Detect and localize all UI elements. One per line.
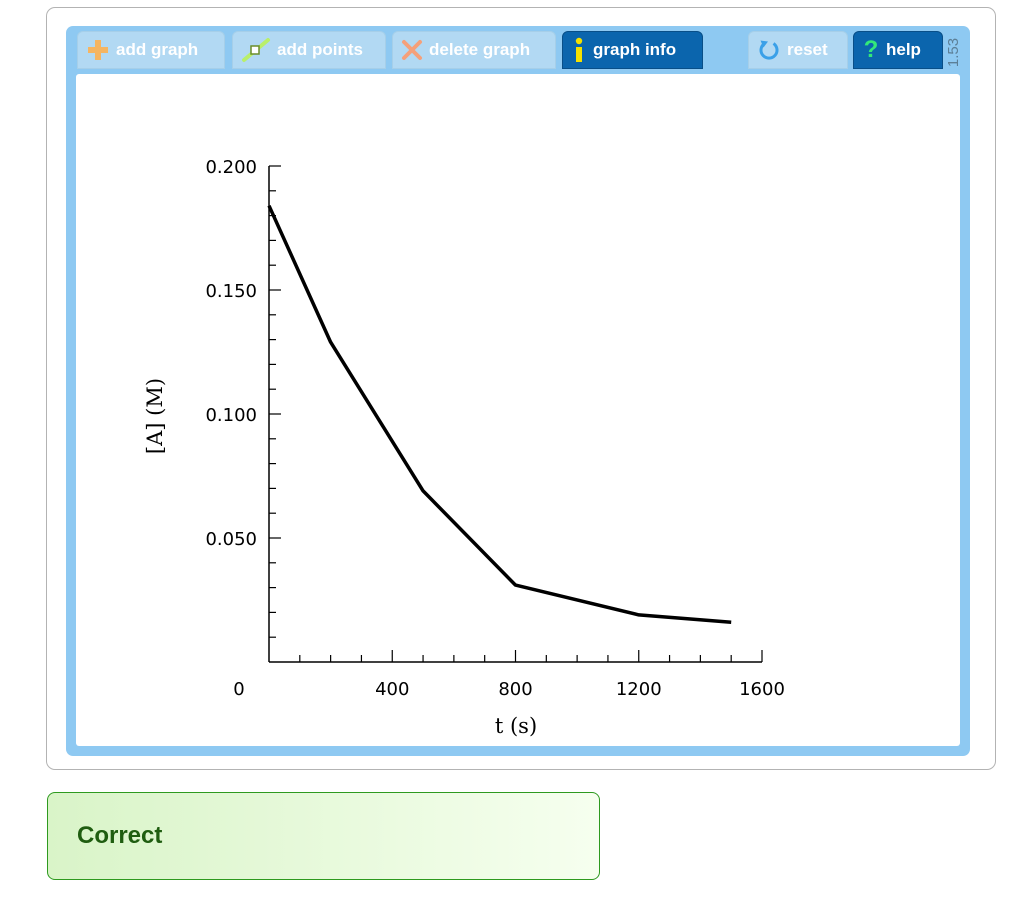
feedback-text: Correct (77, 822, 163, 849)
graph-canvas[interactable]: 0 400 800 1200 1600 0.200 0.150 0.100 0.050 t (s)… (76, 74, 960, 746)
info-icon (571, 36, 587, 64)
add-points-icon (241, 37, 271, 63)
data-line (267, 204, 732, 625)
x-icon (401, 39, 423, 61)
delete-graph-button[interactable]: delete graph (392, 31, 556, 69)
graph-info-button[interactable]: graph info (562, 31, 703, 69)
feedback-box: Correct (47, 792, 600, 880)
question-icon: ? (863, 36, 879, 63)
x-tick-label: 1200 (616, 679, 662, 700)
y-tick-label: 0.050 (205, 529, 257, 550)
x-tick-label: 1600 (739, 679, 785, 700)
x-tick-label: 800 (498, 679, 532, 700)
toolbar: add graph add points delete graph (66, 26, 970, 74)
version-label: 1.53 (945, 37, 963, 67)
reset-button[interactable]: reset (748, 31, 848, 69)
y-tick-label: 0.100 (205, 405, 257, 426)
add-points-button[interactable]: add points (232, 31, 386, 69)
x-axis-label: t (s) (495, 714, 537, 738)
add-graph-button[interactable]: add graph (77, 31, 225, 69)
help-button[interactable]: ? help (853, 31, 943, 69)
x-tick-label: 0 (233, 679, 244, 700)
reset-icon (757, 38, 781, 62)
line-chart: 0 400 800 1200 1600 0.200 0.150 0.100 0.050 t (s)… (143, 157, 785, 738)
y-tick-label: 0.150 (205, 281, 257, 302)
x-tick-label: 400 (375, 679, 409, 700)
y-axis-label: [A] (M) (143, 378, 167, 454)
y-tick-label: 0.200 (205, 157, 257, 178)
graphing-tool: add graph add points delete graph (66, 26, 970, 756)
plus-icon (86, 38, 110, 62)
